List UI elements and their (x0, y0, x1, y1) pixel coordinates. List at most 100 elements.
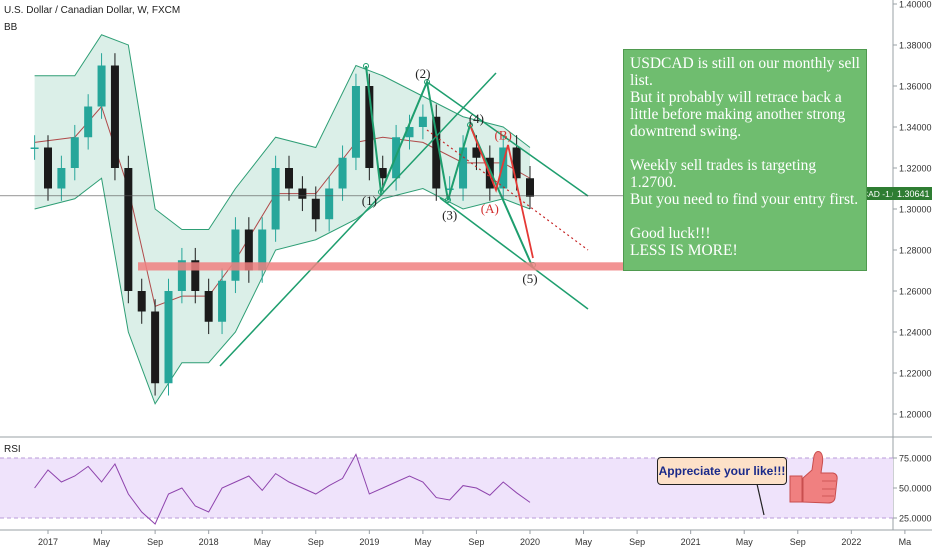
price-tick-label: 1.28000 (899, 246, 932, 256)
time-tick-label: May (414, 537, 432, 547)
price-candle (137, 278, 146, 324)
price-candle (405, 114, 414, 150)
time-tick-label: Ma (899, 537, 912, 547)
time-tick-label: Sep (468, 537, 484, 547)
time-tick-label: May (736, 537, 754, 547)
chart-title: U.S. Dollar / Canadian Dollar, W, FXCM (4, 5, 180, 16)
price-candle (151, 299, 160, 396)
bollinger-lower-line (34, 177, 531, 405)
price-candle (164, 278, 173, 396)
price-candle (44, 135, 52, 201)
price-tag-value-bg (893, 187, 932, 200)
wave-label: (A) (481, 201, 499, 216)
price-candle (432, 104, 441, 201)
price-axis[interactable]: 1.40000 1.38000 1.36000 1.34000 1.32000 1.300… (893, 0, 932, 420)
time-tick-label: 2020 (520, 537, 540, 547)
analysis-note-box[interactable]: USDCAD is still on our monthly sell list… (623, 49, 867, 271)
channel-lower-line[interactable] (439, 197, 589, 310)
wave-label: (4) (469, 111, 484, 126)
rsi-tick-label: 25.0000 (899, 514, 932, 524)
wave-label: (1) (362, 193, 377, 208)
time-tick-label: 2019 (359, 537, 379, 547)
price-tick-label: 1.24000 (899, 328, 932, 338)
price-candle (271, 155, 280, 242)
price-tick-label: 1.26000 (899, 287, 932, 297)
note-line-1: USDCAD is still on our monthly sell list… (630, 55, 860, 89)
price-tick-label: 1.36000 (899, 82, 932, 92)
appreciate-callout[interactable]: Appreciate your like!!! (657, 457, 787, 485)
price-series (30, 53, 534, 396)
time-tick-label: 2018 (199, 537, 219, 547)
note-line-4: But you need to find your entry first. (630, 191, 859, 208)
price-tick-label: 1.30000 (899, 205, 932, 215)
time-tick-label: 2017 (38, 537, 58, 547)
rsi-series (34, 453, 531, 525)
rsi-tick-label: 50.0000 (899, 484, 932, 494)
rsi-label: RSI (4, 444, 21, 455)
note-line-5: Good luck!!! (630, 225, 711, 242)
price-candle (57, 155, 66, 201)
wave-label: (B) (495, 127, 512, 142)
time-tick-label: 2022 (841, 537, 861, 547)
time-axis[interactable]: 2017 May Sep 2018 May Sep 2019 May Sep 2020 May Sep… (38, 530, 911, 547)
price-candle (84, 94, 93, 150)
price-candle (244, 217, 253, 283)
channel-upper-line[interactable] (426, 81, 589, 197)
price-candle (378, 155, 387, 191)
rsi-axis[interactable]: 75.0000 50.0000 25.0000 (893, 454, 932, 524)
wave-label: (3) (442, 207, 457, 222)
wave-point (424, 79, 430, 85)
analysis-drawings[interactable] (219, 63, 589, 367)
price-candle (325, 176, 334, 232)
price-candle (97, 53, 106, 119)
time-tick-label: Sep (790, 537, 806, 547)
price-tick-label: 1.32000 (899, 164, 932, 174)
wave-label: (5) (522, 271, 537, 286)
indicator-label: BB (4, 22, 18, 33)
callout-pointer (756, 483, 765, 516)
price-candle (298, 176, 307, 212)
wave-labels: (1) (2) (3) (4) (5) (A) (B) (362, 66, 538, 286)
rsi-tick-label: 75.0000 (899, 454, 932, 464)
time-tick-label: May (93, 537, 111, 547)
time-tick-label: 2021 (681, 537, 701, 547)
price-candle (70, 124, 79, 181)
price-candle (218, 268, 227, 335)
price-candle (285, 155, 293, 201)
price-candle (124, 155, 133, 304)
price-tick-label: 1.20000 (899, 410, 932, 420)
note-line-3: Weekly sell trades is targeting 1.2700. (630, 157, 817, 191)
rsi-line (34, 453, 531, 525)
price-candle (338, 145, 347, 201)
wave-point (363, 63, 369, 69)
price-candle (231, 217, 240, 294)
abc-correction-path[interactable] (469, 124, 534, 259)
price-tick-label: 1.38000 (899, 41, 932, 51)
time-tick-label: May (254, 537, 272, 547)
target-zone-box[interactable] (138, 262, 632, 271)
bollinger-upper-line (34, 34, 531, 230)
price-tag-value: 1.30641 (897, 189, 930, 199)
time-tick-label: May (575, 537, 593, 547)
price-tick-label: 1.40000 (899, 0, 932, 10)
thumbs-up-icon (789, 451, 838, 504)
uptrend-line[interactable] (219, 72, 497, 367)
price-candle (526, 165, 534, 209)
price-candle (191, 247, 200, 304)
price-candle (311, 186, 320, 232)
time-tick-label: Sep (308, 537, 324, 547)
projection-dotted-line[interactable] (426, 129, 589, 251)
price-candle (499, 135, 508, 201)
wave-point (445, 197, 451, 203)
wave-label: (2) (415, 66, 430, 81)
price-candle (258, 217, 267, 283)
appreciate-callout-text: Appreciate your like!!! (658, 464, 786, 478)
time-tick-label: Sep (629, 537, 645, 547)
time-tick-label: Sep (147, 537, 163, 547)
price-candle (204, 278, 213, 335)
wave-point (467, 122, 473, 128)
price-tick-label: 1.22000 (899, 369, 932, 379)
wave-point (378, 189, 384, 195)
note-line-2: But it probably will retrace back a litt… (630, 89, 846, 140)
price-tick-label: 1.34000 (899, 123, 932, 133)
